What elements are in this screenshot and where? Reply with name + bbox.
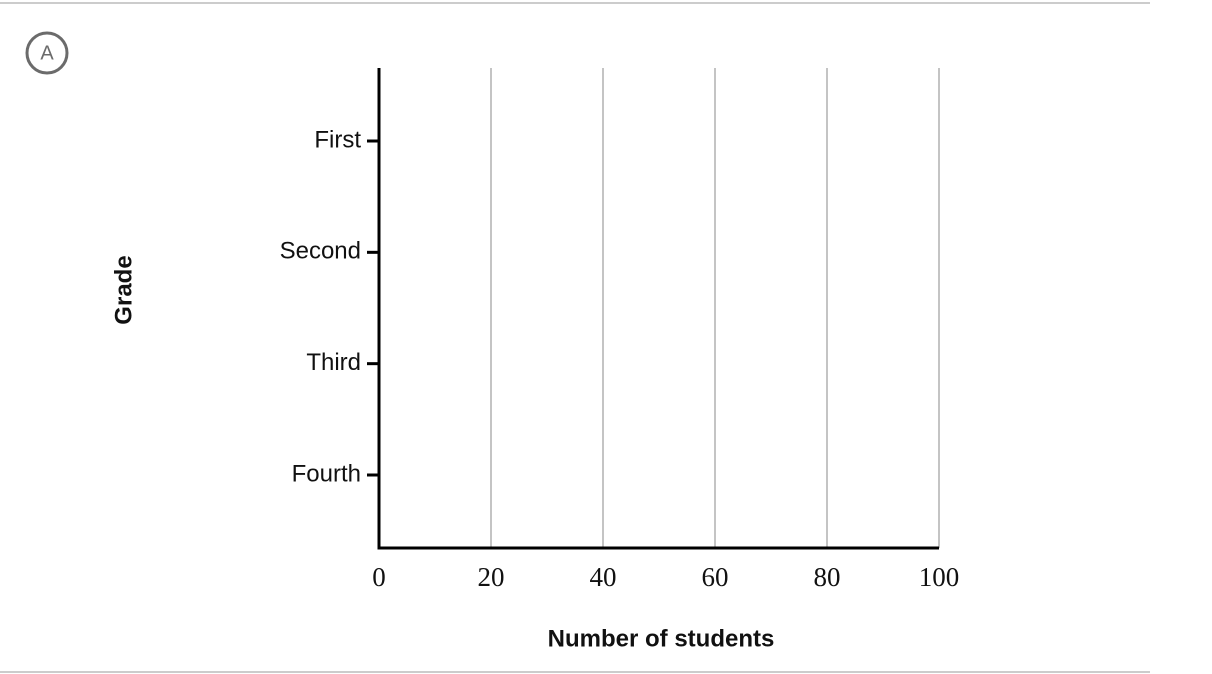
x-axis-label: Number of students [548,625,775,652]
x-tick-label: 100 [919,562,960,592]
y-tick-label: Fourth [292,460,361,487]
y-tick-label: First [314,126,361,153]
x-tick-label: 60 [702,562,729,592]
y-tick-label: Third [306,349,361,376]
choice-letter: A [40,42,54,64]
x-tick-label: 0 [372,562,386,592]
x-tick-label: 80 [814,562,841,592]
x-tick-label: 40 [590,562,617,592]
y-tick-label: Second [280,238,361,265]
y-axis-label: Grade [110,255,137,324]
x-tick-label: 20 [478,562,505,592]
choice-circle[interactable] [25,31,69,75]
